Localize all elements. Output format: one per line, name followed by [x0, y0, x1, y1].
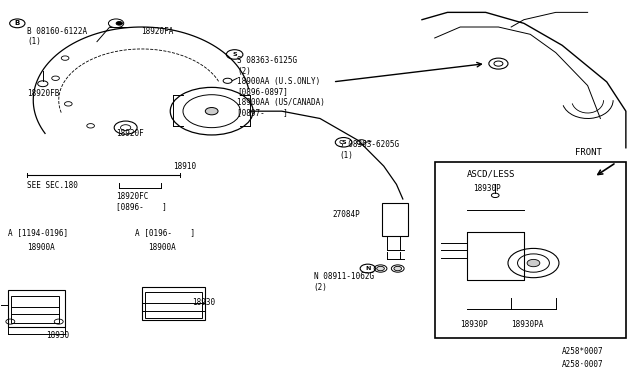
Text: 18930P: 18930P: [473, 185, 500, 193]
Text: 18920FA: 18920FA: [141, 27, 174, 36]
Text: 18920FC
[0896-    ]: 18920FC [0896- ]: [116, 192, 167, 211]
Text: S: S: [341, 140, 346, 145]
Circle shape: [116, 22, 122, 25]
Bar: [467, 232, 524, 279]
Circle shape: [394, 266, 401, 271]
Bar: [8, 291, 65, 327]
Circle shape: [377, 266, 385, 271]
Circle shape: [205, 108, 218, 115]
Text: 18930: 18930: [46, 331, 69, 340]
Text: 18920F: 18920F: [116, 129, 144, 138]
Text: N 08911-1062G
(2): N 08911-1062G (2): [314, 272, 374, 292]
Text: N: N: [365, 266, 371, 271]
Text: 18910: 18910: [173, 163, 196, 171]
Text: B 08160-6122A
(1): B 08160-6122A (1): [27, 27, 87, 46]
Text: B: B: [15, 20, 20, 26]
Bar: [145, 292, 202, 318]
Text: S 08363-6125G
(2)
18900AA (U.S.ONLY)
[0896-0897]
18900AA (US/CANADA)
[0897-    ]: S 08363-6125G (2) 18900AA (U.S.ONLY) [08…: [237, 56, 325, 117]
Text: 18900A: 18900A: [27, 243, 54, 252]
Text: A258·0007: A258·0007: [562, 360, 604, 369]
Text: SEE SEC.180: SEE SEC.180: [27, 181, 77, 190]
Text: 18930: 18930: [193, 298, 216, 307]
Text: 27084P: 27084P: [333, 210, 360, 219]
Text: 18930PA: 18930PA: [511, 320, 543, 329]
Bar: [435, 163, 626, 338]
Text: 18900A: 18900A: [148, 243, 176, 252]
Text: A258*0007: A258*0007: [562, 347, 604, 356]
Text: A [0196-    ]: A [0196- ]: [135, 228, 195, 237]
Bar: [141, 287, 205, 320]
Text: 18920FB: 18920FB: [27, 89, 60, 98]
Text: S: S: [232, 52, 237, 57]
Text: ASCD/LESS: ASCD/LESS: [467, 170, 515, 179]
Bar: [383, 203, 408, 235]
Circle shape: [527, 259, 540, 267]
Bar: [11, 296, 59, 323]
Text: 18930P: 18930P: [460, 320, 488, 329]
Text: A [1194-0196]: A [1194-0196]: [8, 228, 68, 237]
Text: FRONT: FRONT: [575, 148, 602, 157]
Text: S 08363-6205G
(1): S 08363-6205G (1): [339, 141, 399, 160]
